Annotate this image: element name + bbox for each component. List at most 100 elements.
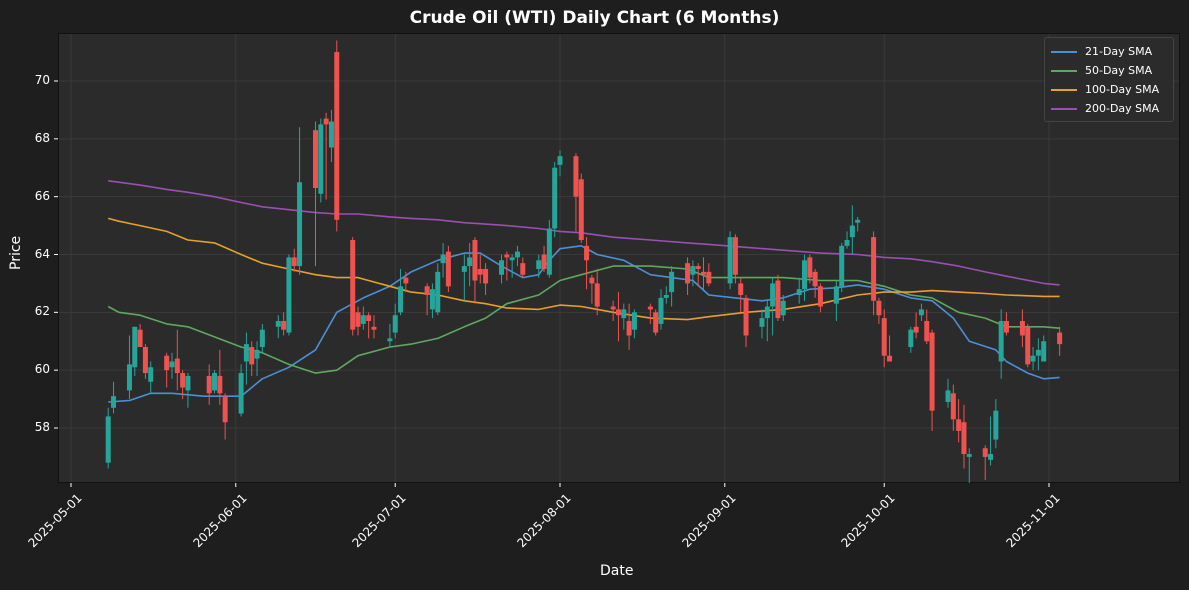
candle bbox=[366, 312, 372, 339]
candle bbox=[589, 274, 595, 304]
candle bbox=[658, 289, 664, 330]
candle bbox=[445, 245, 451, 293]
candle bbox=[706, 263, 712, 287]
candle bbox=[578, 173, 584, 243]
candle bbox=[509, 254, 515, 278]
candle bbox=[647, 303, 653, 324]
candle bbox=[275, 315, 281, 339]
candle bbox=[817, 283, 823, 313]
candle bbox=[350, 237, 356, 336]
y-tick-label: 70 bbox=[34, 73, 50, 87]
candle bbox=[132, 326, 138, 376]
candle bbox=[371, 315, 377, 339]
candle bbox=[839, 242, 845, 293]
100-day-sma-line bbox=[107, 217, 1060, 321]
legend-item-sma50: 50-Day SMA bbox=[1051, 61, 1167, 80]
candle bbox=[653, 309, 659, 336]
candle bbox=[286, 254, 292, 336]
candle bbox=[552, 161, 558, 238]
candle bbox=[871, 231, 877, 316]
candle bbox=[833, 280, 839, 322]
sma50-swatch-icon bbox=[1051, 69, 1077, 72]
candle bbox=[440, 242, 446, 278]
21-day-sma-line bbox=[108, 245, 1060, 403]
plot-area bbox=[58, 33, 1180, 483]
candle bbox=[180, 370, 186, 400]
candle bbox=[238, 364, 244, 417]
candle bbox=[217, 349, 223, 405]
candle bbox=[573, 153, 579, 232]
legend-item-sma21: 21-Day SMA bbox=[1051, 42, 1167, 61]
candle bbox=[764, 300, 770, 342]
candle bbox=[429, 283, 435, 319]
candle bbox=[759, 309, 765, 339]
chart-title: Crude Oil (WTI) Daily Chart (6 Months) bbox=[409, 8, 780, 28]
candle bbox=[1057, 326, 1063, 356]
candle bbox=[355, 306, 361, 336]
candle bbox=[1019, 309, 1025, 348]
candle bbox=[398, 268, 404, 316]
candle bbox=[360, 306, 366, 330]
candle bbox=[945, 378, 951, 408]
candle bbox=[844, 231, 850, 249]
candle bbox=[1025, 323, 1031, 368]
candle bbox=[775, 274, 781, 322]
y-tick-label: 62 bbox=[34, 304, 50, 319]
candle bbox=[982, 445, 988, 481]
legend-label: 21-Day SMA bbox=[1085, 45, 1153, 58]
candle bbox=[1041, 335, 1047, 362]
candle bbox=[137, 323, 143, 348]
candle bbox=[291, 248, 297, 272]
candle bbox=[956, 399, 962, 443]
candle bbox=[961, 404, 967, 469]
candle bbox=[993, 399, 999, 449]
candle bbox=[908, 326, 914, 353]
candle bbox=[313, 121, 318, 267]
candle bbox=[435, 263, 441, 316]
candle bbox=[615, 292, 621, 342]
candle bbox=[669, 266, 675, 307]
candle bbox=[584, 237, 590, 290]
candle bbox=[541, 245, 547, 272]
candle bbox=[212, 370, 218, 394]
candle bbox=[887, 335, 893, 362]
legend-item-sma200: 200-Day SMA bbox=[1051, 99, 1167, 118]
candle bbox=[254, 341, 260, 376]
legend-label: 50-Day SMA bbox=[1085, 64, 1153, 77]
candle bbox=[472, 237, 478, 304]
candle bbox=[111, 381, 117, 414]
y-tick-label: 68 bbox=[34, 130, 50, 145]
candle bbox=[169, 352, 175, 379]
y-tick-label: 64 bbox=[34, 246, 50, 261]
candle bbox=[807, 254, 813, 284]
sma100-swatch-icon bbox=[1051, 88, 1077, 91]
legend-item-sma100: 100-Day SMA bbox=[1051, 80, 1167, 99]
y-tick-label: 66 bbox=[34, 188, 50, 203]
200-day-sma-line bbox=[108, 180, 1060, 286]
legend: 21-Day SMA 50-Day SMA 100-Day SMA 200-Da… bbox=[1044, 37, 1174, 122]
candle bbox=[988, 416, 994, 466]
legend-label: 200-Day SMA bbox=[1085, 102, 1160, 115]
candle bbox=[243, 332, 249, 385]
candle bbox=[701, 257, 707, 290]
candle bbox=[334, 40, 340, 232]
candle bbox=[105, 407, 111, 469]
candle bbox=[323, 112, 329, 200]
candle bbox=[929, 329, 935, 431]
candle bbox=[164, 352, 170, 388]
candle bbox=[950, 384, 956, 431]
candle bbox=[621, 303, 627, 330]
candle bbox=[297, 127, 303, 275]
candle bbox=[467, 242, 473, 287]
candle bbox=[770, 277, 776, 336]
candle bbox=[387, 323, 393, 348]
candle bbox=[514, 245, 520, 267]
candle bbox=[536, 254, 542, 278]
legend-label: 100-Day SMA bbox=[1085, 83, 1160, 96]
candle bbox=[743, 294, 749, 348]
candle bbox=[249, 341, 255, 376]
y-tick-label: 58 bbox=[34, 420, 50, 434]
candle bbox=[855, 216, 861, 232]
candle bbox=[594, 268, 600, 316]
